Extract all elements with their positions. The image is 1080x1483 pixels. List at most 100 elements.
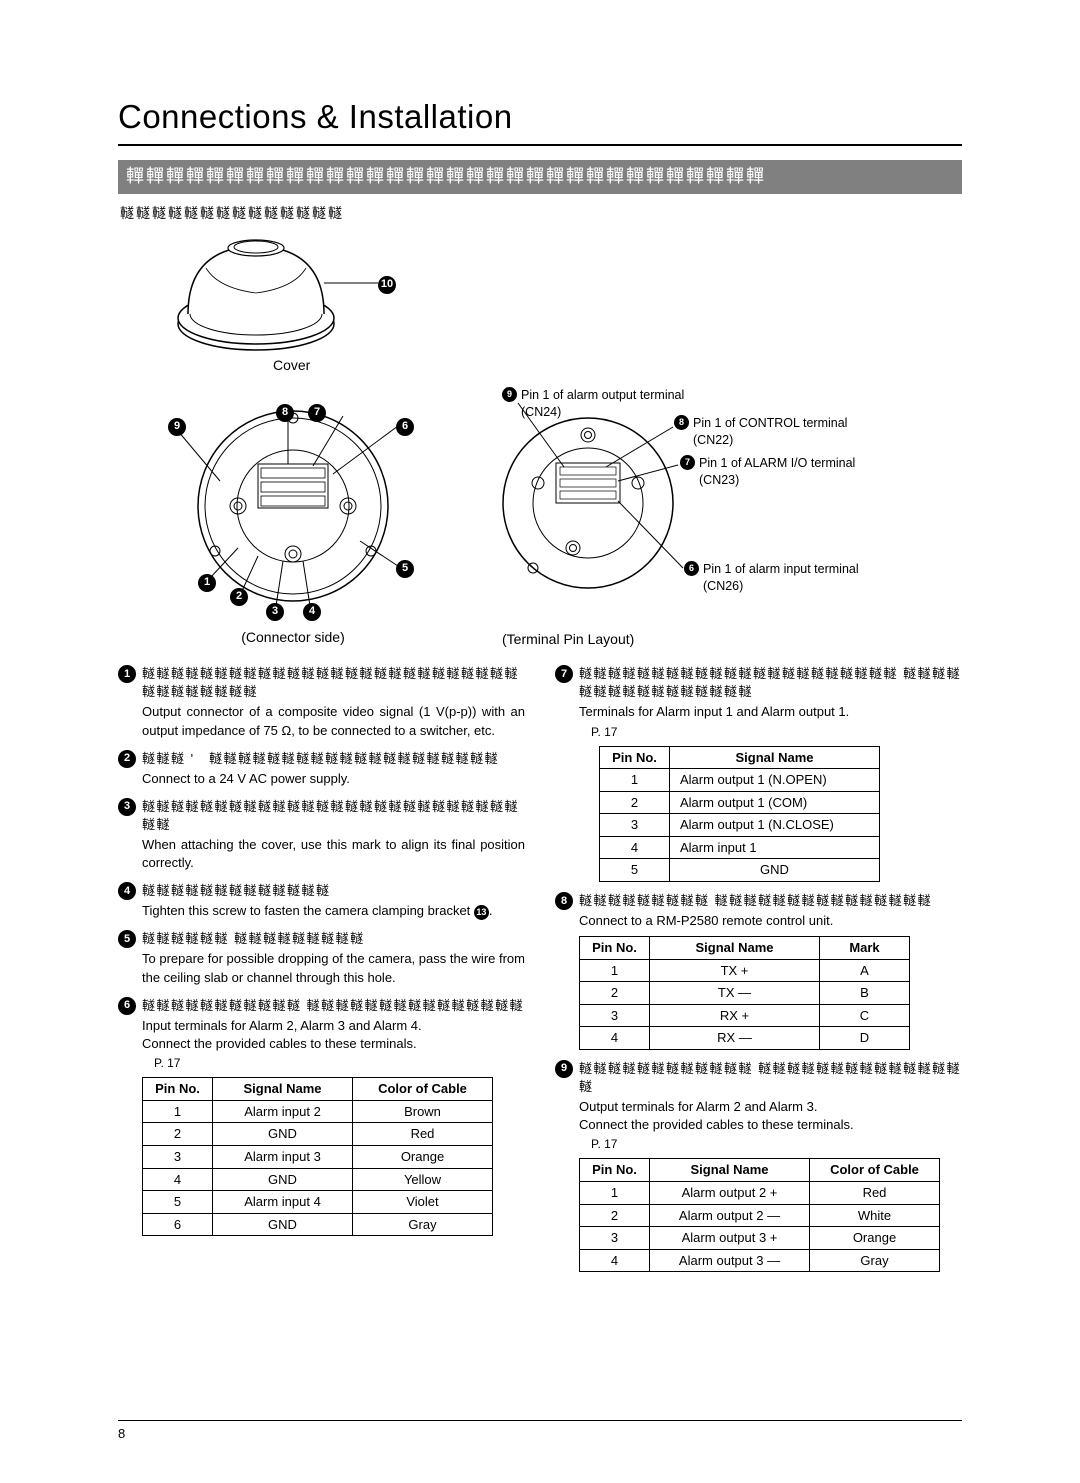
table-cell: RX + [650, 1004, 820, 1027]
table-cell: 3 [580, 1004, 650, 1027]
table-header: Signal Name [650, 937, 820, 960]
item-head-placeholder: 䡵䡵䡵䡵䡵䡵 䡵䡵䡵䡵䡵䡵䡵䡵䡵 [142, 930, 365, 948]
table-cell: 2 [580, 1204, 650, 1227]
item-7: 7䡵䡵䡵䡵䡵䡵䡵䡵䡵䡵䡵䡵䡵䡵䡵䡵䡵䡵䡵䡵䡵䡵 䡵䡵䡵䡵䡵䡵䡵䡵䡵䡵䡵䡵䡵䡵䡵䡵… [555, 665, 962, 882]
table-cell: Gray [810, 1249, 940, 1272]
item-body: To prepare for possible dropping of the … [142, 950, 525, 986]
badge-9-connector: 9 [168, 416, 186, 435]
badge-9: 9 [555, 1060, 573, 1078]
item-body: Output terminals for Alarm 2 and Alarm 3… [579, 1098, 962, 1134]
item-body: Tighten this screw to fasten the camera … [142, 902, 525, 920]
left-col: 1 䡵䡵䡵䡵䡵䡵䡵䡵䡵䡵䡵䡵䡵䡵䡵䡵䡵䡵䡵䡵䡵䡵䡵䡵䡵䡵䡵䡵䡵䡵䡵䡵䡵䡵Outpu… [118, 665, 525, 1282]
callout-8: 8 Pin 1 of CONTROL terminal(CN22) [674, 415, 847, 448]
table-cell: 4 [600, 836, 670, 859]
table-row: 3Alarm output 3 +Orange [580, 1227, 940, 1250]
table-cell: 6 [143, 1213, 213, 1236]
item-5: 5 䡵䡵䡵䡵䡵䡵 䡵䡵䡵䡵䡵䡵䡵䡵䡵 To prepare for possible… [118, 930, 525, 986]
table-row: 4GNDYellow [143, 1168, 493, 1191]
table-cell: Orange [353, 1146, 493, 1169]
callout-6-text: Pin 1 of alarm input terminal(CN26) [703, 561, 859, 594]
table-cell: GND [670, 859, 880, 882]
table-cell: Alarm input 1 [670, 836, 880, 859]
table-cell: GND [213, 1123, 353, 1146]
badge-5: 5 [118, 930, 136, 948]
badge-1-connector: 1 [198, 572, 216, 591]
table-cell: TX — [650, 982, 820, 1005]
badge-8-connector: 8 [276, 402, 294, 421]
item-head-placeholder: 䡵䡵䡵䡵䡵䡵䡵䡵䡵䡵䡵䡵䡵䡵䡵䡵䡵䡵䡵䡵䡵䡵䡵䡵䡵䡵䡵䡵䡵䡵䡵䡵䡵䡵 [142, 665, 525, 701]
badge-2: 2 [118, 750, 136, 768]
item-body: Terminals for Alarm input 1 and Alarm ou… [579, 703, 962, 721]
table-cell: White [810, 1204, 940, 1227]
table-row: 2TX —B [580, 982, 910, 1005]
table-header: Color of Cable [810, 1159, 940, 1182]
sub-header: 䡵䡵䡵䡵䡵䡵䡵䡵䡵䡵䡵䡵䡵䡵 [120, 204, 962, 223]
table-cell: Alarm input 2 [213, 1100, 353, 1123]
badge-3: 3 [118, 798, 136, 816]
table-cell: Red [353, 1123, 493, 1146]
right-col: 7䡵䡵䡵䡵䡵䡵䡵䡵䡵䡵䡵䡵䡵䡵䡵䡵䡵䡵䡵䡵䡵䡵 䡵䡵䡵䡵䡵䡵䡵䡵䡵䡵䡵䡵䡵䡵䡵䡵… [555, 665, 962, 1282]
table-row: 4RX —D [580, 1027, 910, 1050]
badge-6: 6 [118, 997, 136, 1015]
table-cell: TX + [650, 959, 820, 982]
table-cell: 4 [580, 1027, 650, 1050]
item-head-placeholder: 䡵䡵䡵䡵䡵䡵䡵䡵䡵䡵䡵 䡵䡵䡵䡵䡵䡵䡵䡵䡵䡵䡵䡵䡵䡵䡵 [142, 997, 524, 1015]
item-3: 3䡵䡵䡵䡵䡵䡵䡵䡵䡵䡵䡵䡵䡵䡵䡵䡵䡵䡵䡵䡵䡵䡵䡵䡵䡵䡵䡵䡵When attach… [118, 798, 525, 872]
callout-7-text: Pin 1 of ALARM I/O terminal(CN23) [699, 455, 855, 488]
item-head: 4䡵䡵䡵䡵䡵䡵䡵䡵䡵䡵䡵䡵䡵 [118, 882, 525, 900]
table-header: Pin No. [143, 1078, 213, 1101]
table-cell: GND [213, 1168, 353, 1191]
table-row: 6GNDGray [143, 1213, 493, 1236]
item-body: Connect to a 24 V AC power supply. [142, 770, 525, 788]
item-1: 1 䡵䡵䡵䡵䡵䡵䡵䡵䡵䡵䡵䡵䡵䡵䡵䡵䡵䡵䡵䡵䡵䡵䡵䡵䡵䡵䡵䡵䡵䡵䡵䡵䡵䡵Outpu… [118, 665, 525, 739]
badge-5-connector: 5 [396, 558, 414, 577]
item-body: Output connector of a composite video si… [142, 703, 525, 739]
table-cell: Brown [353, 1100, 493, 1123]
item-head-placeholder: 䡵䡵䡵䡵䡵䡵䡵䡵䡵䡵䡵䡵䡵 [142, 882, 331, 900]
diagram-left: 10 Cover [118, 228, 458, 649]
table-cell: Alarm output 3 — [650, 1249, 810, 1272]
item-4: 4䡵䡵䡵䡵䡵䡵䡵䡵䡵䡵䡵䡵䡵 Tighten this screw to fast… [118, 882, 525, 920]
badge-8: 8 [555, 892, 573, 910]
pin-table: Pin No.Signal NameColor of Cable1Alarm i… [142, 1077, 493, 1236]
item-head: 7䡵䡵䡵䡵䡵䡵䡵䡵䡵䡵䡵䡵䡵䡵䡵䡵䡵䡵䡵䡵䡵䡵 䡵䡵䡵䡵䡵䡵䡵䡵䡵䡵䡵䡵䡵䡵䡵䡵 [555, 665, 962, 701]
item-body: Input terminals for Alarm 2, Alarm 3 and… [142, 1017, 525, 1053]
item-head: 8 䡵䡵䡵䡵䡵䡵䡵䡵䡵 䡵䡵䡵䡵䡵䡵䡵䡵䡵䡵䡵䡵䡵䡵䡵 [555, 892, 962, 910]
table-cell: Alarm input 4 [213, 1191, 353, 1214]
badge-4-connector: 4 [303, 601, 321, 620]
badge-6-connector: 6 [396, 416, 414, 435]
table-cell: 4 [143, 1168, 213, 1191]
item-head: 2 䡵䡵䡵 ' 䡵䡵䡵䡵䡵䡵䡵䡵䡵䡵䡵䡵䡵䡵䡵䡵䡵䡵䡵䡵 [118, 750, 525, 768]
table-cell: C [820, 1004, 910, 1027]
pin-table: Pin No.Signal NameColor of Cable1Alarm o… [579, 1158, 940, 1272]
callout-9-text: Pin 1 of alarm output terminal(CN24) [521, 387, 684, 420]
table-row: 3Alarm output 1 (N.CLOSE) [600, 814, 880, 837]
table-cell: 5 [600, 859, 670, 882]
item-body: When attaching the cover, use this mark … [142, 836, 525, 872]
table-row: 5GND [600, 859, 880, 882]
item-ref: P. 17 [591, 724, 962, 740]
badge-1: 1 [118, 665, 136, 683]
table-row: 4Alarm output 3 —Gray [580, 1249, 940, 1272]
callout-6: 6 Pin 1 of alarm input terminal(CN26) [684, 561, 859, 594]
diagram-right: 9 Pin 1 of alarm output terminal(CN24) 8… [478, 228, 978, 649]
table-row: 1TX +A [580, 959, 910, 982]
item-ref: P. 17 [591, 1136, 962, 1152]
table-row: 1Alarm input 2Brown [143, 1100, 493, 1123]
table-cell: Alarm input 3 [213, 1146, 353, 1169]
table-header: Signal Name [650, 1159, 810, 1182]
table-row: 4Alarm input 1 [600, 836, 880, 859]
table-row: 3Alarm input 3Orange [143, 1146, 493, 1169]
table-header: Pin No. [580, 937, 650, 960]
table-row: 2Alarm output 1 (COM) [600, 791, 880, 814]
item-head: 3䡵䡵䡵䡵䡵䡵䡵䡵䡵䡵䡵䡵䡵䡵䡵䡵䡵䡵䡵䡵䡵䡵䡵䡵䡵䡵䡵䡵 [118, 798, 525, 834]
table-cell: RX — [650, 1027, 820, 1050]
table-cell: 2 [600, 791, 670, 814]
table-header: Color of Cable [353, 1078, 493, 1101]
item-head-placeholder: 䡵䡵䡵 ' 䡵䡵䡵䡵䡵䡵䡵䡵䡵䡵䡵䡵䡵䡵䡵䡵䡵䡵䡵䡵 [142, 750, 499, 768]
item-head-placeholder: 䡵䡵䡵䡵䡵䡵䡵䡵䡵䡵䡵䡵䡵䡵䡵䡵䡵䡵䡵䡵䡵䡵 䡵䡵䡵䡵䡵䡵䡵䡵䡵䡵䡵䡵䡵䡵䡵䡵 [579, 665, 962, 701]
table-header: Pin No. [600, 746, 670, 769]
page-number: 8 [118, 1425, 125, 1443]
table-cell: Alarm output 2 + [650, 1182, 810, 1205]
item-head-placeholder: 䡵䡵䡵䡵䡵䡵䡵䡵䡵 䡵䡵䡵䡵䡵䡵䡵䡵䡵䡵䡵䡵䡵䡵䡵 [579, 892, 932, 910]
